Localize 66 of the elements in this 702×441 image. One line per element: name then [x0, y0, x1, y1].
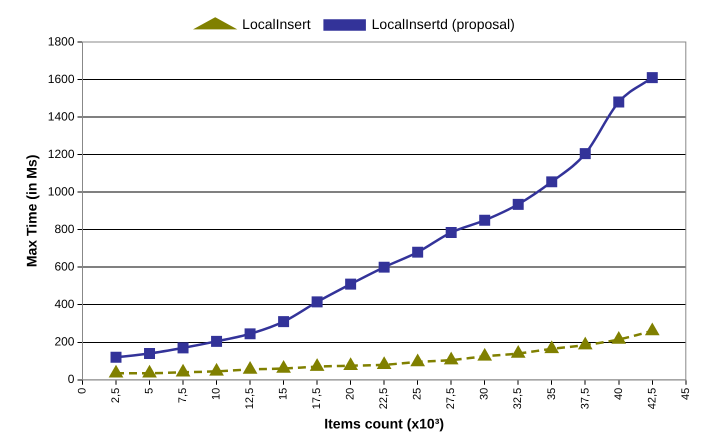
point	[378, 262, 390, 273]
y-tick-label: 1800	[48, 34, 75, 48]
point	[277, 361, 290, 373]
x-tick-label: 12,5	[244, 388, 256, 410]
point	[479, 214, 490, 226]
x-tick-label: 17,5	[311, 388, 324, 410]
point	[378, 358, 391, 370]
y-tick-label: 1600	[48, 72, 75, 86]
point	[613, 96, 624, 108]
point	[143, 366, 156, 378]
x-axis-title: Items count (x10³)	[324, 415, 444, 432]
point	[545, 342, 558, 354]
y-tick-label: 400	[54, 297, 75, 312]
point	[580, 148, 591, 160]
point	[310, 359, 324, 371]
point	[278, 316, 290, 328]
y-tick-label: 1400	[48, 109, 75, 124]
x-tick-label: 45	[680, 388, 692, 400]
point	[411, 354, 424, 366]
x-tick-label: 20	[344, 388, 357, 400]
x-tick-label: 32,5	[512, 388, 524, 410]
point	[612, 332, 626, 344]
point	[546, 176, 558, 188]
point	[512, 198, 524, 210]
point	[211, 336, 222, 347]
y-tick-label: 800	[54, 222, 75, 236]
point	[244, 362, 257, 374]
point	[446, 226, 457, 238]
x-tick-label: 2,5	[110, 388, 122, 404]
x-tick-label: 10	[210, 388, 223, 400]
point	[144, 348, 156, 360]
legend-label: LocalInsertd (proposal)	[372, 16, 515, 32]
point	[178, 342, 189, 354]
point	[345, 278, 356, 290]
y-axis-title: Max Time (in Ms)	[23, 154, 40, 268]
x-tick-label: 30	[478, 388, 491, 400]
point	[412, 246, 424, 258]
x-tick-label: 22,5	[378, 388, 390, 410]
point	[444, 352, 458, 364]
x-tick-label: 40	[612, 388, 625, 400]
point	[176, 365, 190, 377]
point	[578, 338, 592, 350]
point	[512, 346, 525, 358]
point	[312, 296, 323, 308]
x-tick-label: 0	[76, 388, 89, 394]
x-tick-label: 15	[278, 388, 290, 400]
legend-label: LocalInsert	[242, 16, 311, 32]
x-tick-label: 42,5	[646, 388, 658, 410]
x-tick-label: 7,5	[177, 388, 190, 404]
x-tick-label: 25	[412, 388, 424, 400]
point	[110, 352, 122, 363]
y-tick-label: 600	[54, 260, 75, 274]
x-tick-label: 27,5	[445, 388, 458, 410]
x-tick-label: 37,5	[579, 388, 592, 410]
point	[646, 324, 659, 336]
point	[110, 366, 122, 378]
y-tick-label: 1200	[48, 146, 75, 161]
point	[478, 349, 492, 361]
point	[344, 358, 358, 370]
x-tick-label: 5	[144, 388, 156, 394]
point	[646, 72, 658, 84]
y-tick-label: 200	[54, 334, 75, 349]
point	[210, 364, 224, 376]
y-tick-label: 1000	[48, 184, 75, 198]
x-tick-label: 35	[546, 388, 558, 400]
point	[244, 328, 256, 340]
